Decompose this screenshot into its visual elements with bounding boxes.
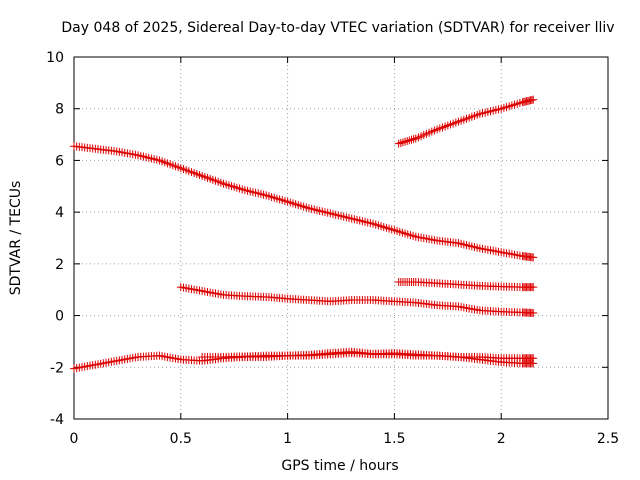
x-tick-labels: 0 0.5 1 1.5 2 2.5: [70, 431, 620, 447]
x-tick-label: 2: [497, 431, 506, 447]
x-tick-label: 1.5: [383, 431, 405, 447]
x-tick-label: 0.5: [170, 431, 192, 447]
data-point-plus: [405, 136, 414, 145]
data-point-plus: [529, 95, 538, 104]
data-markers: [70, 95, 538, 373]
data-point-plus: [529, 308, 538, 317]
y-tick-labels: -4 -2 0 2 4 6 8 10: [46, 50, 64, 428]
data-point-plus: [529, 283, 538, 292]
y-tick-label: -2: [50, 360, 64, 376]
series-track-4: [394, 277, 538, 292]
series-track-6: [198, 347, 538, 368]
x-tick-label: 2.5: [597, 431, 619, 447]
data-point-plus: [407, 135, 416, 144]
data-point-plus: [398, 138, 407, 147]
y-tick-label: 10: [46, 50, 64, 66]
data-point-plus: [396, 138, 405, 147]
series-track-3: [176, 283, 538, 317]
x-axis-label: GPS time / hours: [281, 458, 398, 474]
plot-frame: [73, 56, 609, 420]
data-point-plus: [529, 359, 538, 368]
x-tick-label: 1: [283, 431, 292, 447]
series-track-1: [70, 142, 538, 262]
data-point-plus: [394, 139, 403, 148]
y-tick-label: 8: [55, 102, 64, 118]
data-point-plus: [529, 253, 538, 262]
y-tick-label: 6: [55, 153, 64, 169]
y-tick-label: 0: [55, 309, 64, 325]
chart-title: Day 048 of 2025, Sidereal Day-to-day VTE…: [61, 20, 614, 36]
y-tick-label: 2: [55, 257, 64, 273]
data-point-plus: [401, 137, 410, 146]
x-tick-label: 0: [70, 431, 79, 447]
data-point-plus: [403, 137, 412, 146]
y-tick-label: 4: [55, 205, 64, 221]
y-tick-label: -4: [50, 412, 64, 428]
series-track-2: [394, 95, 538, 148]
data-point-plus: [409, 135, 418, 144]
y-axis-label: SDTVAR / TECUs: [8, 181, 24, 296]
